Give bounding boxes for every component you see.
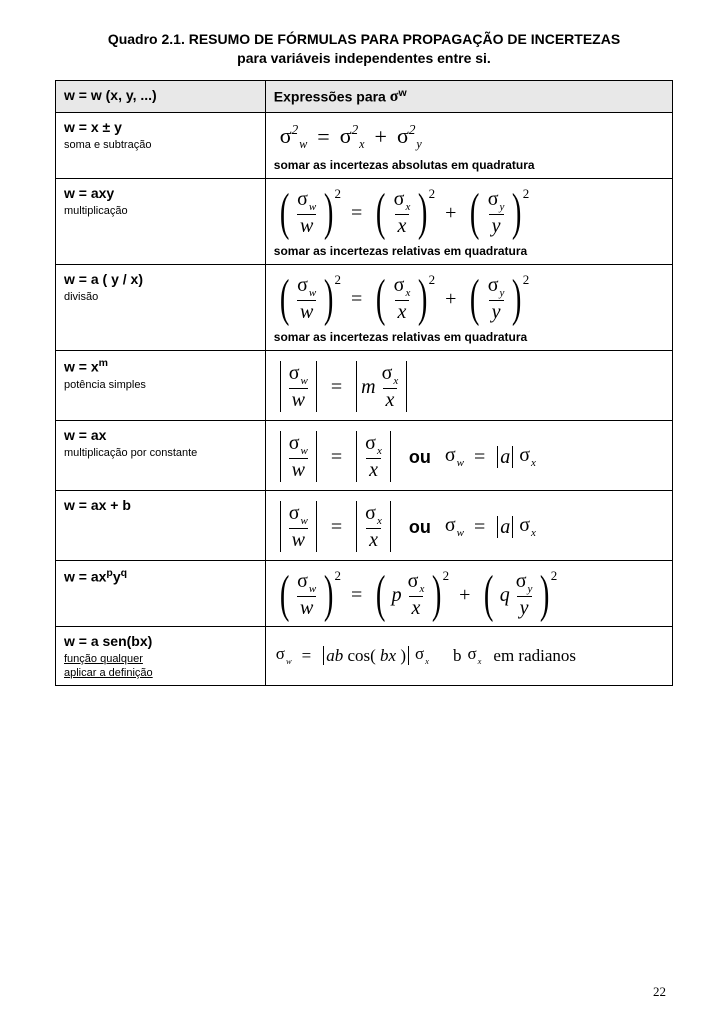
row-right: ( ww )2 = ( xx )2 + ( yy )2 bbox=[265, 179, 672, 265]
bx-text: bx bbox=[380, 647, 396, 664]
formula: ( ww )2 = ( p xx )2 + ( q yy )2 bbox=[274, 567, 664, 620]
fn-desc: soma e subtração bbox=[64, 139, 257, 151]
fn-desc-2: aplicar a definição bbox=[64, 667, 257, 679]
row-right: 2w = 2x + 2y somar as incertezas absolut… bbox=[265, 113, 672, 179]
fn-label: w = ax bbox=[64, 427, 257, 443]
row-right: ( ww )2 = ( xx )2 + ( yy )2 somar as inc… bbox=[265, 265, 672, 351]
paren-group: ( xx )2 bbox=[372, 189, 435, 236]
caption-line-1: Quadro 2.1. RESUMO DE FÓRMULAS PARA PROP… bbox=[108, 31, 620, 47]
row-right: ww = m xx bbox=[265, 351, 672, 421]
page-number: 22 bbox=[653, 984, 666, 1000]
header-sigma-sub: w bbox=[398, 87, 406, 99]
table-row: w = a sen(bx) função qualquer aplicar a … bbox=[56, 627, 673, 686]
row-left: w = xm potência simples bbox=[56, 351, 266, 421]
b-text: b bbox=[453, 647, 462, 664]
row-left: w = axpyq bbox=[56, 561, 266, 627]
row-left: w = x ± y soma e subtração bbox=[56, 113, 266, 179]
row-left: w = a sen(bx) função qualquer aplicar a … bbox=[56, 627, 266, 686]
fn-exp2: q bbox=[121, 567, 127, 579]
fn-label: w = ax + b bbox=[64, 497, 257, 513]
cos-text: cos( bbox=[347, 647, 375, 664]
fn-label: w = x ± y bbox=[64, 119, 257, 135]
page: Quadro 2.1. RESUMO DE FÓRMULAS PARA PROP… bbox=[0, 0, 728, 716]
ou-text: ou bbox=[409, 448, 431, 466]
table-header-row: w = w (x, y, ...) Expressões para w bbox=[56, 80, 673, 113]
formula: ww = xx ou w = a x bbox=[274, 497, 664, 554]
fn-label: w = axpyq bbox=[64, 567, 257, 585]
fn-desc-1: função qualquer bbox=[64, 653, 257, 665]
table-row: w = axpyq ( ww )2 = ( p xx )2 + ( q bbox=[56, 561, 673, 627]
coeff-q: q bbox=[500, 585, 510, 605]
row-left: w = a ( y / x) divisão bbox=[56, 265, 266, 351]
close-paren: ) bbox=[400, 647, 406, 664]
fn-label: w = axy bbox=[64, 185, 257, 201]
fn-part1: w = ax bbox=[64, 569, 106, 585]
fn-label: w = a sen(bx) bbox=[64, 633, 257, 649]
trail-text: em radianos bbox=[493, 647, 576, 664]
coeff-ab: ab bbox=[326, 647, 343, 664]
table-row: w = x ± y soma e subtração 2w = 2x + 2y … bbox=[56, 113, 673, 179]
rule-text: somar as incertezas relativas em quadrat… bbox=[274, 330, 664, 344]
rule-text: somar as incertezas relativas em quadrat… bbox=[274, 244, 664, 258]
formula: ( ww )2 = ( xx )2 + ( yy )2 bbox=[274, 185, 664, 238]
fn-part2: y bbox=[113, 569, 121, 585]
fn-desc: divisão bbox=[64, 291, 257, 303]
coeff-p: p bbox=[392, 585, 402, 605]
row-left: w = axy multiplicação bbox=[56, 179, 266, 265]
fn-exp: m bbox=[99, 357, 108, 369]
fn-desc: potência simples bbox=[64, 379, 257, 391]
table-row: w = a ( y / x) divisão ( ww )2 = ( xx )2… bbox=[56, 265, 673, 351]
fn-desc: multiplicação bbox=[64, 205, 257, 217]
formula: ww = xx ou w = a x bbox=[274, 427, 664, 484]
header-left: w = w (x, y, ...) bbox=[56, 80, 266, 113]
row-right: ( ww )2 = ( p xx )2 + ( q yy )2 bbox=[265, 561, 672, 627]
formula-table: w = w (x, y, ...) Expressões para w w = … bbox=[55, 80, 673, 686]
row-right: ww = xx ou w = a x bbox=[265, 491, 672, 561]
table-row: w = ax + b ww = xx ou w = a x bbox=[56, 491, 673, 561]
caption-line-2: para variáveis independentes entre si. bbox=[237, 50, 491, 66]
table-row: w = ax multiplicação por constante ww = … bbox=[56, 421, 673, 491]
table-caption: Quadro 2.1. RESUMO DE FÓRMULAS PARA PROP… bbox=[55, 30, 673, 68]
row-right: w = ab cos( bx ) x b x em radianos bbox=[265, 627, 672, 686]
fn-base: w = x bbox=[64, 359, 99, 375]
header-left-text: w = w (x, y, ...) bbox=[64, 87, 157, 103]
abs-group: ww bbox=[276, 361, 321, 412]
row-left: w = ax + b bbox=[56, 491, 266, 561]
abs-group: m xx bbox=[352, 361, 411, 412]
header-right-prefix: Expressões para bbox=[274, 88, 390, 104]
rule-text: somar as incertezas absolutas em quadrat… bbox=[274, 158, 664, 172]
row-right: ww = xx ou w = a x bbox=[265, 421, 672, 491]
coeff-a: a bbox=[500, 447, 510, 467]
formula: 2w = 2x + 2y bbox=[274, 119, 664, 152]
table-row: w = axy multiplicação ( ww )2 = ( xx )2 bbox=[56, 179, 673, 265]
formula: w = ab cos( bx ) x b x em radianos bbox=[274, 633, 664, 677]
header-right: Expressões para w bbox=[265, 80, 672, 113]
row-left: w = ax multiplicação por constante bbox=[56, 421, 266, 491]
formula: ww = m xx bbox=[274, 357, 664, 414]
fn-desc: multiplicação por constante bbox=[64, 447, 257, 459]
table-row: w = xm potência simples ww = m xx bbox=[56, 351, 673, 421]
formula: ( ww )2 = ( xx )2 + ( yy )2 bbox=[274, 271, 664, 324]
ou-text: ou bbox=[409, 518, 431, 536]
fn-label: w = a ( y / x) bbox=[64, 271, 257, 287]
coeff-m: m bbox=[361, 377, 375, 397]
fn-label: w = xm bbox=[64, 357, 257, 375]
paren-group: ( ww )2 bbox=[276, 189, 341, 236]
paren-group: ( yy )2 bbox=[466, 189, 529, 236]
coeff-a: a bbox=[500, 517, 510, 537]
